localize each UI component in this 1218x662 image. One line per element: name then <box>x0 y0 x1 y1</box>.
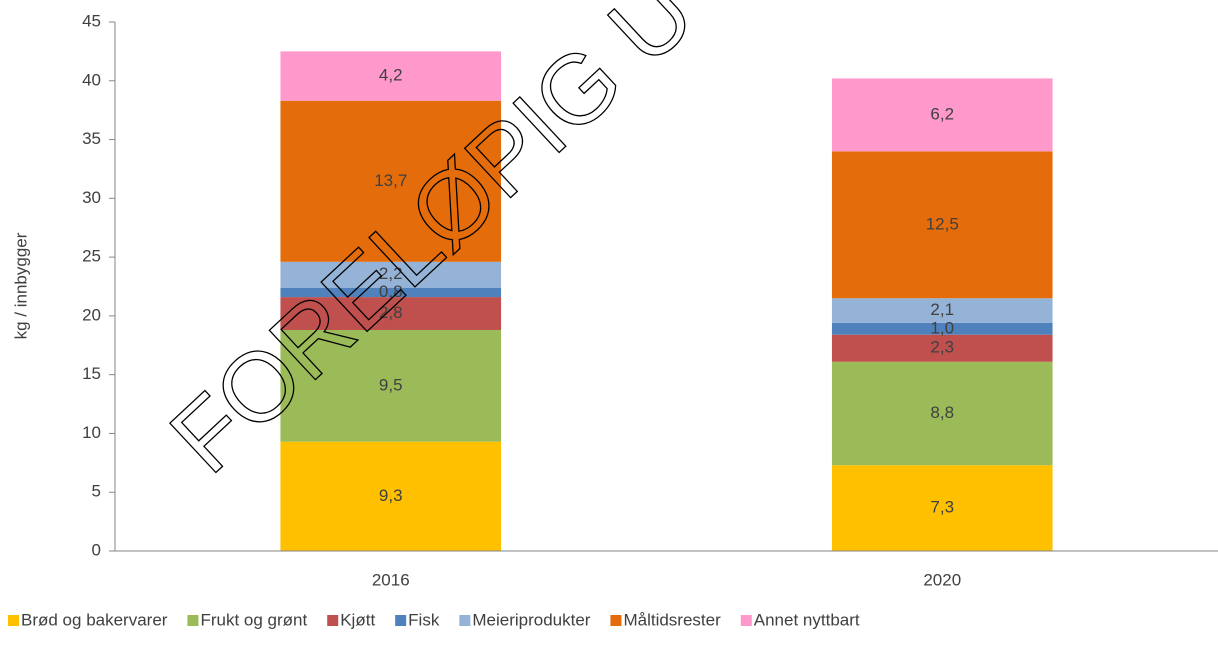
legend-label: Kjøtt <box>340 610 375 629</box>
y-tick-label: 20 <box>82 305 101 324</box>
y-axis-label: kg / innbygger <box>11 232 30 339</box>
y-tick-label: 0 <box>92 540 101 559</box>
data-label: 9,3 <box>379 486 403 505</box>
data-label: 1,0 <box>930 318 954 337</box>
legend-label: Meieriprodukter <box>472 610 590 629</box>
data-label: 7,3 <box>930 498 954 517</box>
data-label: 9,5 <box>379 375 403 394</box>
bar-segment <box>280 297 502 330</box>
y-tick-label: 15 <box>82 364 101 383</box>
legend-swatch <box>395 615 407 626</box>
bar-segment <box>831 322 1053 335</box>
data-label: 2,8 <box>379 303 403 322</box>
legend-swatch <box>187 615 199 626</box>
bar-segment <box>280 329 502 442</box>
bar-segment <box>831 151 1053 299</box>
legend-swatch <box>740 615 752 626</box>
bar-segment <box>280 287 502 298</box>
legend-label: Fisk <box>408 610 440 629</box>
y-tick-label: 35 <box>82 129 101 148</box>
legend-swatch <box>327 615 339 626</box>
bar-segment <box>280 441 502 551</box>
data-label: 8,8 <box>930 403 954 422</box>
data-label: 2,3 <box>930 338 954 357</box>
y-tick-label: 5 <box>92 482 101 501</box>
bar-segment <box>280 261 502 288</box>
legend-label: Måltidsrester <box>623 610 721 629</box>
legend-label: Annet nyttbart <box>754 610 860 629</box>
y-tick-label: 25 <box>82 247 101 266</box>
bar-segment <box>831 465 1053 551</box>
bars <box>280 51 1053 551</box>
bar-segment <box>831 298 1053 323</box>
legend-swatch <box>459 615 471 626</box>
data-label: 12,5 <box>926 214 959 233</box>
data-label: 4,2 <box>379 66 403 85</box>
bar-segment <box>280 100 502 262</box>
legend-label: Frukt og grønt <box>200 610 307 629</box>
y-tick-label: 45 <box>82 11 101 30</box>
data-label: 0,8 <box>379 282 403 301</box>
data-label: 2,2 <box>379 264 403 283</box>
bar-segment <box>831 78 1053 152</box>
bar-segment <box>831 361 1053 466</box>
bar-segment <box>831 334 1053 362</box>
legend-label: Brød og bakervarer <box>21 610 168 629</box>
legend-swatch <box>610 615 622 626</box>
y-tick-label: 30 <box>82 188 101 207</box>
data-label: 2,1 <box>930 300 954 319</box>
legend-swatch <box>8 615 19 626</box>
x-tick-label: 2020 <box>923 570 961 589</box>
y-tick-label: 40 <box>82 70 101 89</box>
y-tick-label: 10 <box>82 423 101 442</box>
x-tick-label: 2016 <box>372 570 410 589</box>
bar-segment <box>280 51 502 101</box>
data-label: 6,2 <box>930 104 954 123</box>
data-label: 13,7 <box>374 171 407 190</box>
